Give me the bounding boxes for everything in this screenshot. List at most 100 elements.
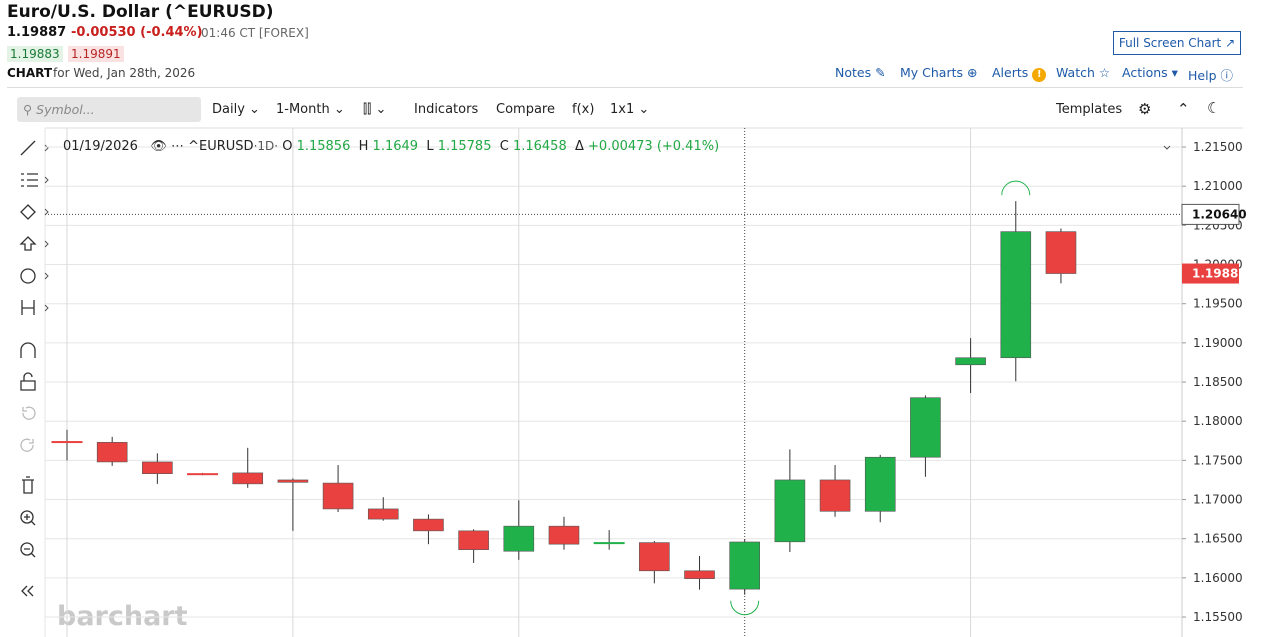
range-select[interactable]: 1-Month ⌄ (276, 102, 345, 117)
change: -0.00530 (-0.44%) (71, 25, 203, 40)
ask: 1.19891 (68, 46, 124, 62)
alerts-link[interactable]: Alerts ! (992, 65, 1047, 82)
settings-button[interactable]: ⚙ (1138, 100, 1152, 118)
legend-date: 01/19/2026 (63, 139, 138, 154)
help-link[interactable]: Help ⓘ (1188, 68, 1233, 83)
candle-body (774, 479, 806, 543)
legend-open: 1.15856 (296, 139, 351, 154)
legend-delta: Δ (574, 139, 584, 154)
theme-button[interactable]: ☾ (1207, 99, 1221, 117)
watermark: barchart (57, 601, 188, 632)
last-price-label: 1.19885 (1192, 267, 1247, 281)
my-charts-link[interactable]: My Charts ⊕ (900, 65, 978, 80)
legend-close: 1.16458 (512, 139, 567, 154)
symbol-input[interactable]: ⚲ Symbol... (17, 97, 201, 122)
legend-l: L (426, 139, 434, 154)
tool-undo[interactable] (22, 406, 36, 420)
candle-body (96, 442, 128, 463)
my-charts-label: My Charts (900, 65, 964, 80)
tool-line[interactable] (20, 140, 36, 156)
drawing-tools (19, 140, 38, 597)
last-price-tag (1182, 263, 1239, 284)
tool-zoom-in[interactable] (20, 510, 34, 524)
watch-link[interactable]: Watch ☆ (1056, 65, 1111, 80)
y-tick-label: 1.21500 (1193, 140, 1243, 154)
legend-o: O (282, 139, 293, 154)
y-tick-label: 1.18000 (1193, 414, 1243, 428)
alerts-label: Alerts (992, 65, 1029, 80)
title: Euro/U.S. Dollar (^EURUSD) (7, 2, 274, 22)
legend-delta-value: +0.00473 (+0.41%) (588, 139, 720, 154)
y-tick-label: 1.17500 (1193, 453, 1243, 467)
indicators-button[interactable]: Indicators (414, 102, 479, 117)
tool-magnet[interactable] (20, 342, 36, 358)
chart-date: for Wed, Jan 28th, 2026 (53, 66, 196, 80)
history-tools (20, 406, 36, 452)
y-tick-label: 1.19000 (1193, 336, 1243, 350)
tool-fib[interactable] (21, 173, 38, 187)
candle-body (187, 473, 219, 476)
tool-lock[interactable] (20, 372, 36, 391)
symbol-placeholder: Symbol... (36, 102, 95, 117)
candle-body (322, 482, 354, 510)
time: 01:46 CT [FOREX] (201, 26, 309, 40)
candle-body (864, 456, 896, 512)
tool-arrow[interactable] (19, 236, 37, 251)
watch-label: Watch (1056, 65, 1095, 80)
candle-body (142, 461, 173, 474)
tool-number[interactable] (20, 268, 36, 284)
crosshair-price-tag (1181, 203, 1240, 225)
tool-expander (44, 144, 49, 152)
candle-body (639, 542, 670, 572)
templates-button[interactable]: Templates (1056, 102, 1123, 117)
candle-body (1000, 231, 1032, 359)
actions-link[interactable]: Actions ▾ (1122, 65, 1178, 80)
tool-shape[interactable] (20, 204, 36, 220)
legend-high: 1.1649 (372, 139, 419, 154)
y-tick-label: 1.17000 (1193, 493, 1243, 507)
tool-delete[interactable] (22, 476, 34, 494)
range-label: 1-Month (276, 102, 330, 117)
candle-body (1045, 231, 1077, 274)
candle-body (684, 570, 715, 579)
candle-body (593, 542, 625, 545)
legend-dropdown (1163, 145, 1171, 150)
candle-body (955, 357, 986, 366)
chart-type-select[interactable]: ⫿⫿ ⌄ (363, 102, 387, 117)
layout-select[interactable]: 1x1 ⌄ (610, 102, 650, 117)
legend-symbol: ^EURUSD (188, 139, 254, 154)
low-marker (730, 600, 760, 616)
tool-zoom-marks (24, 514, 36, 558)
candle-body (277, 479, 309, 483)
high-marker (1001, 180, 1031, 196)
tool-collapse[interactable] (21, 585, 34, 597)
tool-measure[interactable] (21, 300, 35, 315)
candle-body (729, 541, 761, 590)
full-screen-label: Full Screen Chart (1118, 36, 1222, 50)
help-label: Help (1188, 68, 1217, 83)
divider (7, 87, 1243, 88)
fx-button[interactable]: f(x) (572, 102, 595, 117)
layout-label: 1x1 (610, 102, 635, 117)
y-tick-label: 1.15500 (1193, 610, 1243, 624)
y-tick-label: 1.16500 (1193, 532, 1243, 546)
candle-body (232, 472, 264, 485)
compare-button[interactable]: Compare (496, 102, 555, 117)
y-tick-label: 1.16000 (1193, 571, 1243, 585)
tool-expander (44, 176, 49, 184)
candle-body (910, 397, 941, 458)
legend-low: 1.15785 (437, 139, 492, 154)
interval-label: Daily (212, 102, 245, 117)
tool-redo[interactable] (20, 438, 34, 452)
full-screen-button[interactable]: Full Screen Chart ↗ (1113, 31, 1241, 55)
collapse-button[interactable]: ⌃ (1177, 100, 1190, 118)
candle-body (819, 479, 851, 512)
tool-zoom-out[interactable] (20, 542, 34, 556)
notes-link[interactable]: Notes ✎ (835, 65, 886, 80)
legend-h: H (358, 139, 369, 154)
interval-select[interactable]: Daily ⌄ (212, 102, 260, 117)
candle-body (413, 518, 444, 532)
chart-label: CHART (7, 66, 53, 80)
